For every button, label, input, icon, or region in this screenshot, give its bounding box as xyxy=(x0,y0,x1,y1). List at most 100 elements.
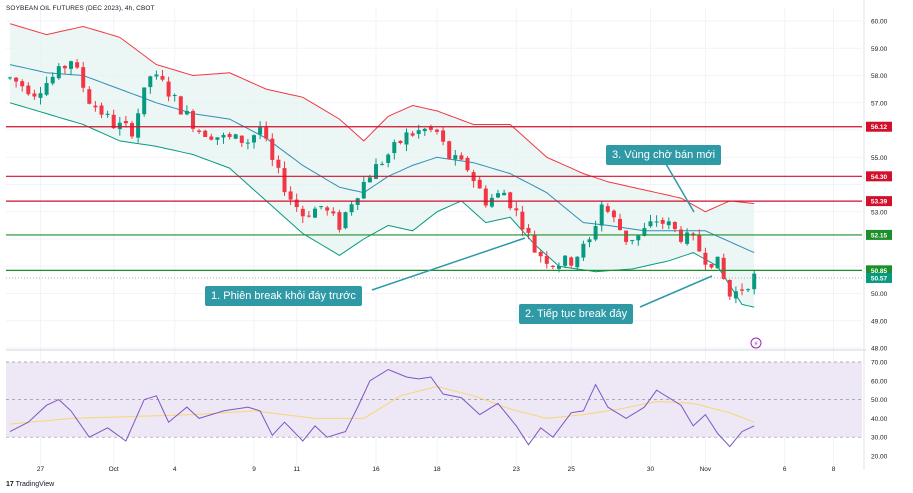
candle-body xyxy=(294,199,299,208)
candle-body xyxy=(550,265,555,267)
rsi-line xyxy=(9,368,755,448)
level-tag-52.15 xyxy=(866,229,892,240)
candle-body xyxy=(361,181,366,199)
level-label-50.85: 50.85 xyxy=(871,268,888,275)
candle-body xyxy=(685,232,690,244)
candle-body xyxy=(380,163,385,165)
candle-body xyxy=(331,211,336,214)
bollinger-basis-line xyxy=(9,64,755,254)
candle-body xyxy=(75,62,80,68)
candle-body xyxy=(660,219,665,224)
x-tick-label: 6 xyxy=(783,466,787,473)
x-tick-label: 16 xyxy=(372,466,380,473)
candle-body xyxy=(593,226,598,240)
candle-body xyxy=(300,208,305,217)
candle-body xyxy=(618,218,622,231)
candle-body xyxy=(14,77,19,82)
x-tick-label: 30 xyxy=(647,466,655,473)
rsi-ma-line xyxy=(9,385,755,425)
candle-body xyxy=(282,168,287,193)
candle-body xyxy=(26,85,31,95)
x-tick-label: 4 xyxy=(173,466,177,473)
candle-body xyxy=(441,130,446,142)
candle-body xyxy=(203,130,208,137)
bollinger-upper-line xyxy=(9,23,755,213)
candle-body xyxy=(160,76,165,80)
candle-body xyxy=(587,239,592,243)
candle-body xyxy=(483,188,488,206)
candle-body xyxy=(148,76,153,88)
rsi-y-tick-label: 50.00 xyxy=(871,397,888,404)
candle-body xyxy=(569,257,574,266)
candle-body xyxy=(227,134,232,137)
callout-continue-break-low: 2. Tiếp tục break đáy xyxy=(519,304,634,324)
level-tag-56.12 xyxy=(866,121,892,132)
candle-body xyxy=(642,228,647,236)
candle-body xyxy=(496,193,500,198)
candle-body xyxy=(87,89,92,104)
y-tick-label: 50.00 xyxy=(871,291,888,298)
x-tick-label: 25 xyxy=(568,466,576,473)
logo-text: TradingView xyxy=(15,481,55,488)
candle-body xyxy=(648,221,653,227)
candle-body xyxy=(288,191,293,200)
level-label-56.12: 56.12 xyxy=(871,124,888,131)
candle-body xyxy=(514,208,519,211)
candle-body xyxy=(32,93,37,97)
candle-body xyxy=(166,81,171,97)
y-tick-label: 55.00 xyxy=(871,155,888,162)
candle-body xyxy=(557,265,561,269)
candle-body xyxy=(38,93,43,98)
candle-body xyxy=(258,127,263,135)
candle-body xyxy=(367,177,372,183)
callout-1-arrow xyxy=(371,237,526,291)
candle-body xyxy=(93,105,98,108)
level-tag-50.57 xyxy=(866,272,892,283)
candle-body xyxy=(111,114,116,129)
rsi-y-tick-label: 40.00 xyxy=(871,416,888,423)
callout-3-arrow xyxy=(665,163,695,213)
rsi-y-tick-label: 30.00 xyxy=(871,435,888,442)
flash-icon xyxy=(750,337,762,349)
candle-body xyxy=(50,76,55,84)
x-tick-label: Nov xyxy=(700,466,712,473)
candle-body xyxy=(453,155,458,160)
rsi-y-tick-label: 70.00 xyxy=(871,360,888,367)
candle-body xyxy=(721,257,726,279)
y-tick-label: 53.00 xyxy=(871,209,888,216)
candle-body xyxy=(636,235,641,241)
candle-body xyxy=(654,221,659,223)
y-tick-label: 57.00 xyxy=(871,100,888,107)
candle-body xyxy=(752,273,757,290)
candle-body xyxy=(20,81,25,87)
candle-body xyxy=(672,221,677,230)
candle-body xyxy=(172,94,177,96)
candle-body xyxy=(422,128,427,132)
candle-body xyxy=(526,227,531,233)
candle-body xyxy=(538,251,543,257)
flash-icon-glyph: ⚡ xyxy=(754,340,759,348)
candle-body xyxy=(154,74,159,77)
candle-body xyxy=(416,130,421,134)
candle-body xyxy=(62,65,67,69)
candle-body xyxy=(69,61,73,69)
candle-body xyxy=(215,137,220,140)
candle-body xyxy=(252,135,256,143)
y-tick-label: 49.00 xyxy=(871,318,888,325)
candle-body xyxy=(142,87,147,115)
x-tick-label: 18 xyxy=(433,466,441,473)
candle-body xyxy=(489,197,494,207)
callout-sell-zone: 3. Vùng chờ bán mới xyxy=(606,145,722,165)
candle-body xyxy=(123,120,128,124)
y-tick-label: 48.00 xyxy=(871,346,888,353)
candle-body xyxy=(319,206,324,208)
candle-body xyxy=(306,215,311,217)
candle-body xyxy=(233,134,238,139)
candle-body xyxy=(447,141,452,159)
level-tag-54.30 xyxy=(866,171,892,182)
candle-body xyxy=(191,110,195,129)
candle-body xyxy=(178,96,183,115)
level-label-52.15: 52.15 xyxy=(871,232,888,239)
